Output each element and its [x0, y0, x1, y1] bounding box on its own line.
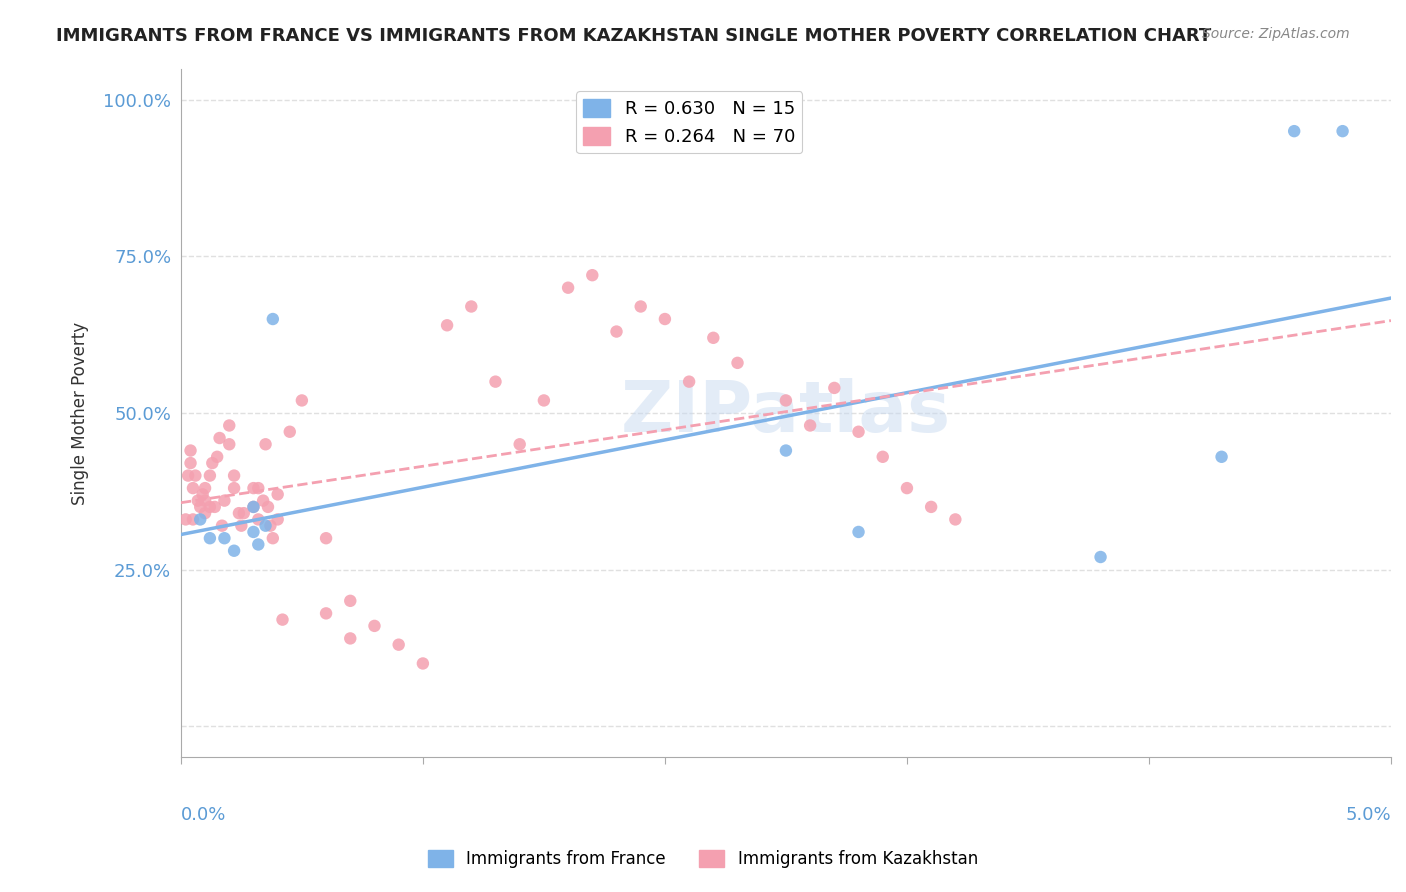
- Text: ZIPatlas: ZIPatlas: [621, 378, 950, 448]
- Point: [254, 518, 277, 533]
- Text: 0.0%: 0.0%: [181, 805, 226, 823]
- Point: [214, 531, 236, 545]
- Point: [184, 468, 207, 483]
- Point: [271, 613, 294, 627]
- Legend: Immigrants from France, Immigrants from Kazakhstan: Immigrants from France, Immigrants from …: [422, 843, 984, 875]
- Point: [1211, 450, 1233, 464]
- Point: [194, 481, 217, 495]
- Point: [208, 431, 231, 445]
- Point: [198, 468, 221, 483]
- Point: [262, 312, 284, 326]
- Point: [181, 481, 204, 495]
- Point: [218, 418, 240, 433]
- Point: [436, 318, 458, 333]
- Point: [180, 456, 202, 470]
- Point: [257, 500, 280, 514]
- Point: [214, 493, 236, 508]
- Point: [1331, 124, 1354, 138]
- Point: [242, 524, 264, 539]
- Point: [198, 531, 221, 545]
- Point: [630, 300, 652, 314]
- Point: [278, 425, 301, 439]
- Point: [605, 325, 627, 339]
- Point: [872, 450, 894, 464]
- Point: [678, 375, 700, 389]
- Point: [823, 381, 845, 395]
- Point: [557, 281, 579, 295]
- Point: [218, 437, 240, 451]
- Point: [188, 512, 211, 526]
- Point: [252, 493, 274, 508]
- Point: [339, 594, 361, 608]
- Point: [222, 468, 245, 483]
- Point: [222, 543, 245, 558]
- Text: IMMIGRANTS FROM FRANCE VS IMMIGRANTS FROM KAZAKHSTAN SINGLE MOTHER POVERTY CORRE: IMMIGRANTS FROM FRANCE VS IMMIGRANTS FRO…: [56, 27, 1212, 45]
- Point: [848, 425, 870, 439]
- Point: [460, 300, 482, 314]
- Point: [654, 312, 676, 326]
- Point: [262, 531, 284, 545]
- Legend: R = 0.630   N = 15, R = 0.264   N = 70: R = 0.630 N = 15, R = 0.264 N = 70: [576, 91, 803, 153]
- Point: [222, 481, 245, 495]
- Point: [848, 524, 870, 539]
- Point: [194, 506, 217, 520]
- Point: [181, 512, 204, 526]
- Point: [291, 393, 314, 408]
- Point: [232, 506, 254, 520]
- Point: [201, 456, 224, 470]
- Point: [266, 512, 288, 526]
- Point: [799, 418, 821, 433]
- Point: [242, 481, 264, 495]
- Point: [363, 619, 385, 633]
- Point: [174, 512, 197, 526]
- Point: [920, 500, 942, 514]
- Point: [177, 468, 200, 483]
- Point: [943, 512, 966, 526]
- Point: [194, 493, 217, 508]
- Point: [896, 481, 918, 495]
- Point: [254, 437, 277, 451]
- Point: [204, 500, 226, 514]
- Point: [242, 500, 264, 514]
- Point: [727, 356, 749, 370]
- Point: [775, 443, 797, 458]
- Point: [412, 657, 434, 671]
- Point: [188, 500, 211, 514]
- Text: 5.0%: 5.0%: [1346, 805, 1391, 823]
- Point: [228, 506, 250, 520]
- Point: [205, 450, 228, 464]
- Point: [259, 518, 281, 533]
- Point: [247, 512, 270, 526]
- Point: [775, 393, 797, 408]
- Point: [315, 607, 337, 621]
- Point: [247, 481, 270, 495]
- Point: [191, 487, 214, 501]
- Point: [247, 537, 270, 551]
- Text: Source: ZipAtlas.com: Source: ZipAtlas.com: [1202, 27, 1350, 41]
- Point: [266, 487, 288, 501]
- Point: [180, 443, 202, 458]
- Point: [509, 437, 531, 451]
- Point: [1090, 549, 1112, 564]
- Point: [211, 518, 233, 533]
- Point: [388, 638, 411, 652]
- Point: [581, 268, 603, 283]
- Point: [533, 393, 555, 408]
- Point: [1282, 124, 1305, 138]
- Point: [339, 632, 361, 646]
- Point: [198, 500, 221, 514]
- Y-axis label: Single Mother Poverty: Single Mother Poverty: [72, 321, 89, 505]
- Point: [187, 493, 209, 508]
- Point: [315, 531, 337, 545]
- Point: [231, 518, 253, 533]
- Point: [702, 331, 724, 345]
- Point: [484, 375, 506, 389]
- Point: [242, 500, 264, 514]
